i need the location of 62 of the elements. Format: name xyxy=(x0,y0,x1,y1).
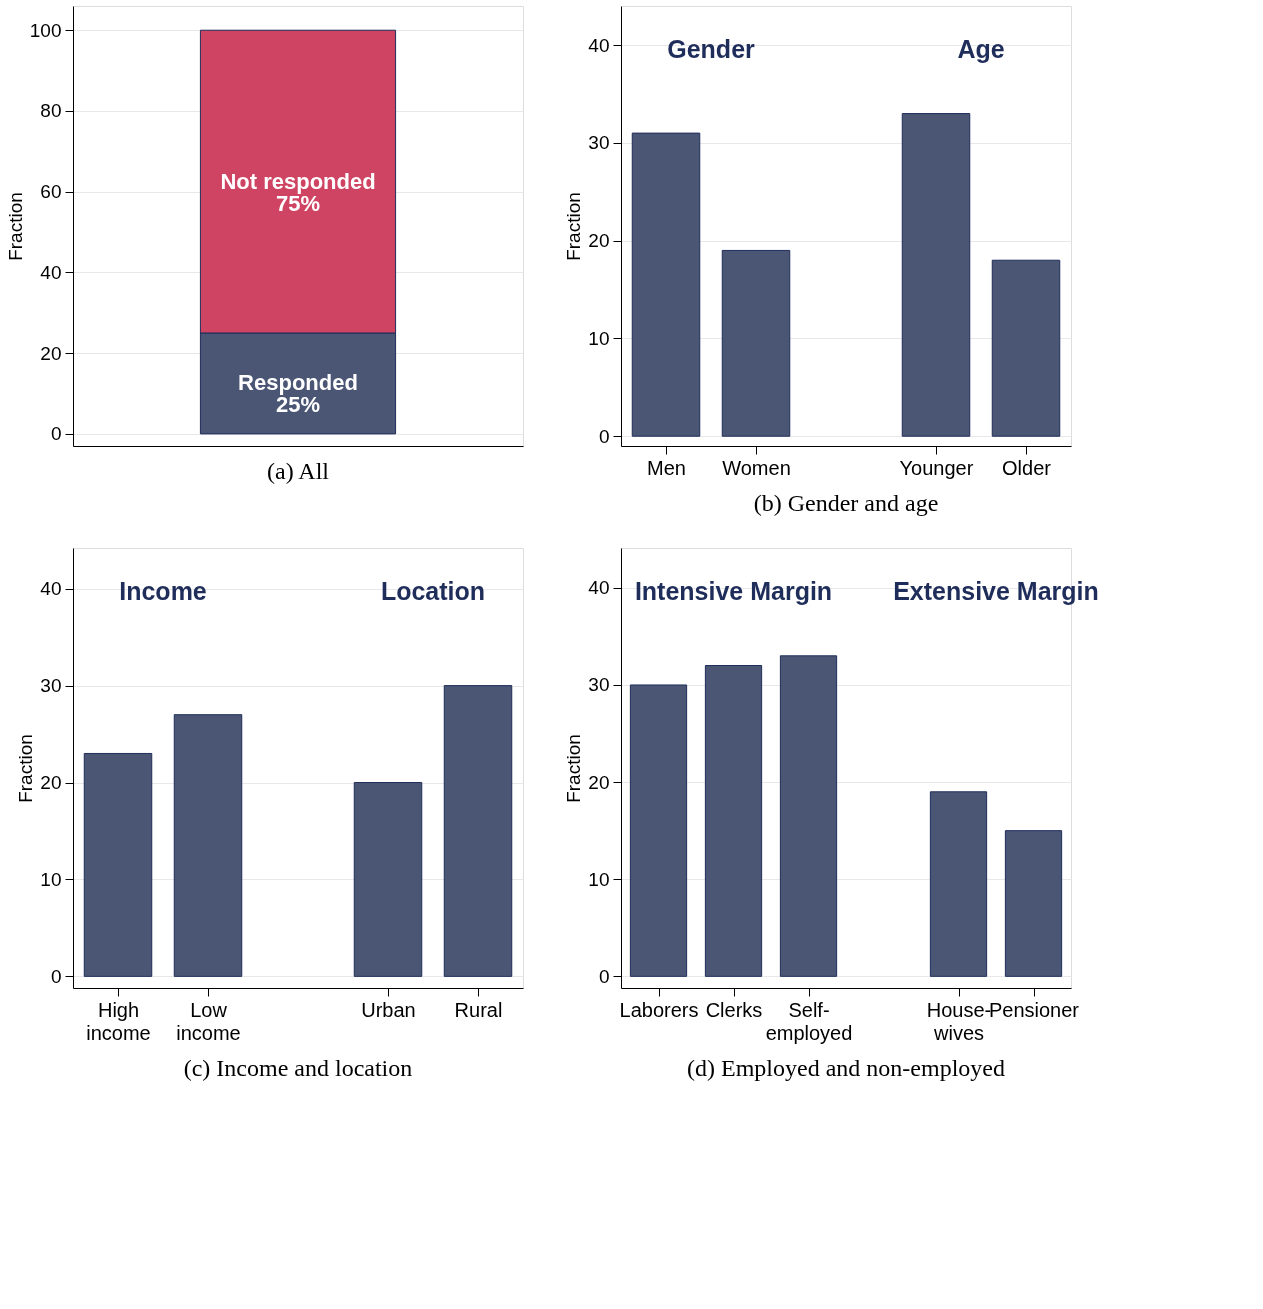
annotation: Gender xyxy=(667,35,756,63)
y-tick-label: 0 xyxy=(50,965,62,987)
bar xyxy=(443,685,513,977)
y-tick-label: 30 xyxy=(40,675,62,697)
y-tick-label: 30 xyxy=(588,132,610,154)
bar xyxy=(83,752,153,977)
bar xyxy=(353,782,423,977)
annotation: Extensive Margin xyxy=(893,577,1099,605)
y-tick-label: 0 xyxy=(50,423,62,445)
annotation: Intensive Margin xyxy=(634,577,833,605)
bar xyxy=(1004,830,1063,977)
y-tick-label: 40 xyxy=(40,261,62,283)
bar xyxy=(173,714,243,977)
bar xyxy=(901,113,971,437)
y-axis-title: Fraction xyxy=(15,734,37,803)
series-label: Responded xyxy=(238,370,358,396)
y-tick-label: 80 xyxy=(40,100,62,122)
y-axis-title: Fraction xyxy=(4,192,26,261)
x-tick-label: Women xyxy=(722,456,791,479)
x-tick-label: High income xyxy=(86,998,151,1044)
x-tick-label: Clerks xyxy=(705,998,763,1021)
bar xyxy=(721,249,791,437)
text: (a) All xyxy=(267,458,330,484)
bar xyxy=(929,791,988,977)
x-tick-label: Low income xyxy=(176,998,241,1044)
y-tick-label: 60 xyxy=(40,181,62,203)
y-tick-label: 0 xyxy=(598,965,610,987)
y-tick-label: 40 xyxy=(588,34,610,56)
bar xyxy=(991,259,1061,437)
bar xyxy=(631,132,701,437)
annotation: Age xyxy=(957,35,1005,63)
y-tick-label: 10 xyxy=(588,327,610,349)
x-tick-label: Laborers xyxy=(619,998,699,1021)
x-tick-label: Rural xyxy=(454,998,503,1021)
y-tick-label: 40 xyxy=(588,577,610,599)
annotation: Income xyxy=(119,577,207,605)
text: (c) Income and location xyxy=(183,1055,413,1081)
y-tick-label: 20 xyxy=(588,771,610,793)
x-tick-label: Older xyxy=(1002,456,1052,479)
x-tick-label: Younger xyxy=(899,456,974,479)
y-tick-label: 20 xyxy=(588,230,610,252)
x-tick-label: Urban xyxy=(361,998,416,1021)
bar xyxy=(779,655,838,977)
y-tick-label: 40 xyxy=(40,578,62,600)
y-axis-title: Fraction xyxy=(563,734,585,803)
x-tick-label: Self- employed xyxy=(765,998,853,1044)
bar xyxy=(629,684,688,977)
y-tick-label: 30 xyxy=(588,674,610,696)
bar xyxy=(704,665,763,977)
x-tick-label: House- wives xyxy=(926,998,992,1044)
y-tick-label: 100 xyxy=(29,19,62,41)
series-label: Not responded xyxy=(220,168,376,194)
y-tick-label: 20 xyxy=(40,342,62,364)
x-tick-label: Men xyxy=(647,456,686,479)
text: (b) Gender and age xyxy=(753,490,939,516)
y-tick-label: 10 xyxy=(588,868,610,890)
y-tick-label: 0 xyxy=(598,425,610,447)
annotation: Location xyxy=(380,577,486,605)
y-axis-title: Fraction xyxy=(563,192,585,261)
text: (d) Employed and non-employed xyxy=(687,1055,1005,1081)
y-tick-label: 20 xyxy=(40,772,62,794)
y-tick-label: 10 xyxy=(40,868,62,890)
